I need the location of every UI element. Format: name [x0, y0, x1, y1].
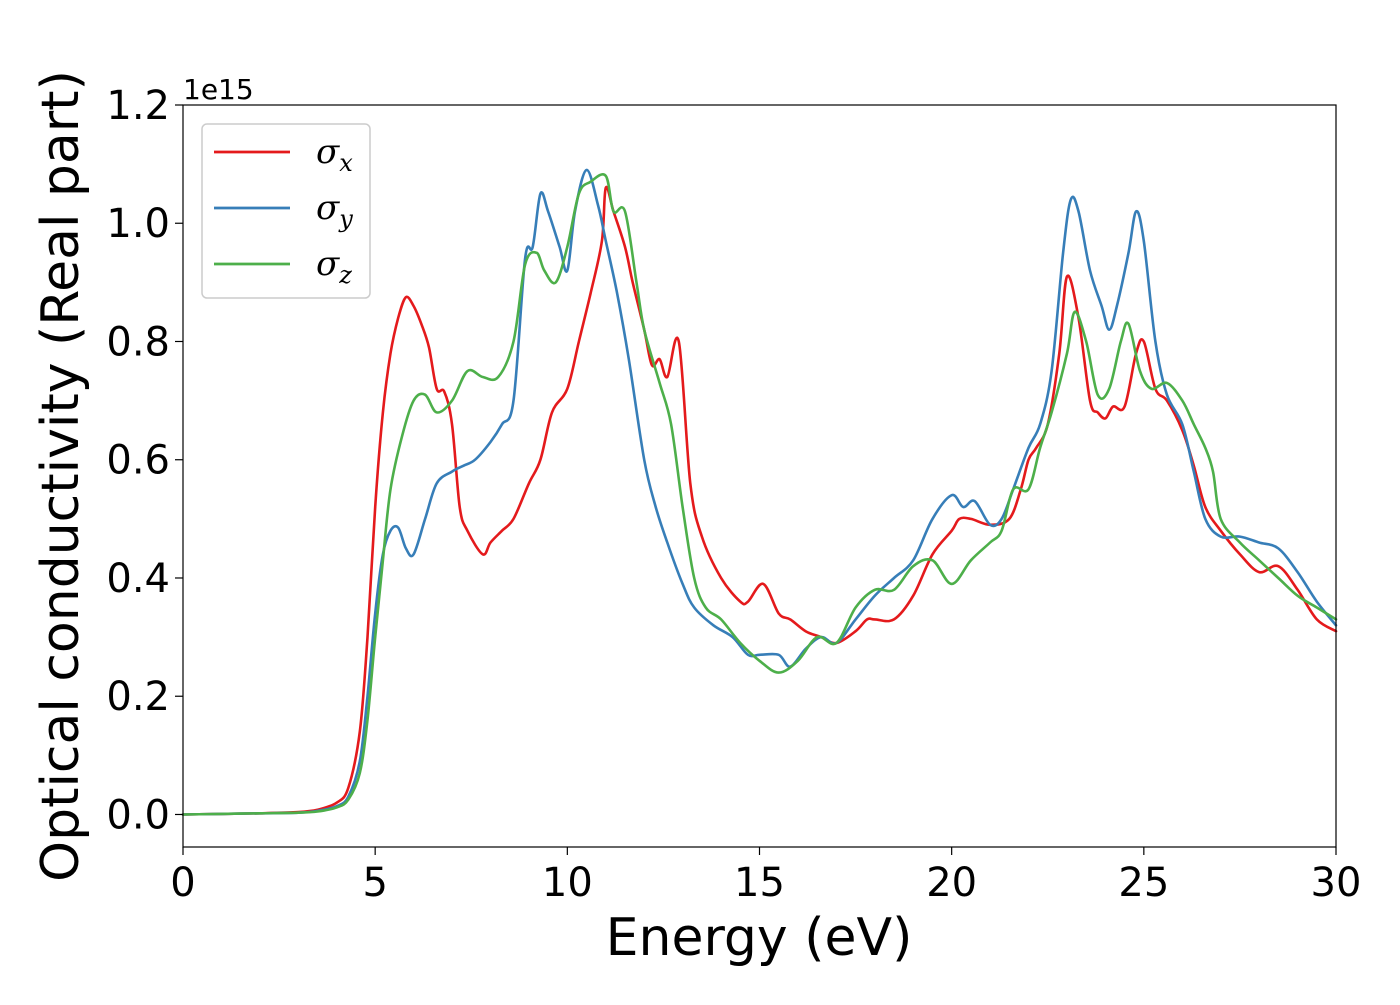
y-tick-label: 0.2 — [106, 674, 170, 720]
x-tick-label: 10 — [542, 860, 593, 906]
x-tick-label: 15 — [734, 860, 785, 906]
legend-frame — [201, 123, 371, 299]
y-tick-label: 0.0 — [106, 792, 170, 838]
x-tick-label: 5 — [362, 860, 387, 906]
series-line-x — [181, 185, 1338, 816]
series-line-y — [181, 168, 1338, 816]
series-layer — [181, 168, 1338, 816]
y-axis-title: Optical conductivity (Real part) — [31, 70, 91, 882]
x-tick-label: 0 — [170, 860, 195, 906]
y-offset-label: 1e15 — [183, 73, 254, 106]
ticks-layer: 0 5 10 15 20 25 30 0.0 0.2 0.4 0.6 0.8 1.0 1.2 — [106, 83, 1361, 906]
series-line-z — [181, 173, 1338, 816]
legend-label-y: σy — [316, 188, 353, 233]
y-tick-label: 1.2 — [106, 83, 170, 129]
legend-label-z: σz — [316, 244, 352, 289]
y-tick-label: 0.8 — [106, 319, 170, 365]
x-tick-label: 30 — [1311, 860, 1362, 906]
x-axis-title: Energy (eV) — [606, 908, 913, 968]
y-tick-label: 1.0 — [106, 201, 170, 247]
x-tick-label: 20 — [926, 860, 977, 906]
legend-label-x: σx — [316, 132, 353, 177]
y-tick-label: 0.6 — [106, 438, 170, 484]
x-tick-label: 25 — [1118, 860, 1169, 906]
y-tick-label: 0.4 — [106, 556, 170, 602]
legend: σx σy σz — [201, 123, 371, 299]
